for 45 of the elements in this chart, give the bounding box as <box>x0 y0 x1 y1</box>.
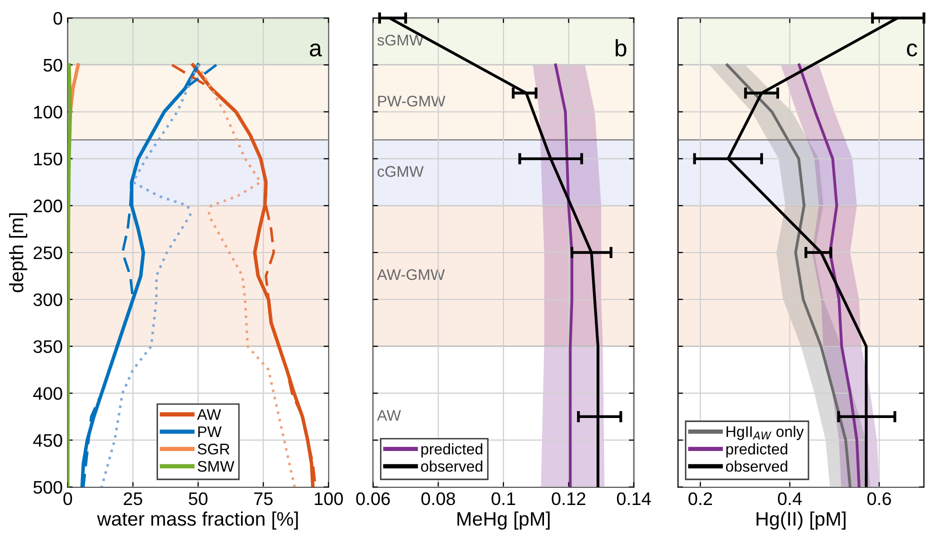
legend-label: predicted <box>726 443 788 458</box>
x-tick-label: 0.08 <box>421 492 456 506</box>
band-label: AW-GMW <box>377 269 445 280</box>
x-tick-label: 50 <box>188 492 208 506</box>
x-tick-label: 0.14 <box>616 492 651 506</box>
legend-label: PW <box>198 426 222 438</box>
x-tick-label: 0.4 <box>778 492 802 506</box>
y-tick-label: 0 <box>54 12 62 25</box>
y-tick-label: 450 <box>33 434 62 447</box>
x-axis-title: MeHg [pM] <box>457 511 550 530</box>
x-tick-label: 25 <box>124 492 142 506</box>
legend-label: SGR <box>198 444 230 454</box>
x-axis-title: water mass fraction [%] <box>97 511 298 530</box>
annotation: c <box>906 44 918 56</box>
x-tick-label: 0.6 <box>867 492 891 506</box>
x-tick-label: 0.2 <box>688 492 712 506</box>
legend-label: predicted <box>421 443 482 458</box>
y-tick-label: 250 <box>34 246 62 260</box>
band-label: AW <box>377 410 401 421</box>
y-tick-label: 300 <box>33 293 62 306</box>
band-label: sGMW <box>377 34 424 46</box>
y-tick-label: 350 <box>33 340 62 354</box>
x-tick-label: 0.12 <box>552 492 586 506</box>
x-tick-label: 0.1 <box>492 492 516 506</box>
y-tick-label: 150 <box>34 152 62 166</box>
y-tick-label: 200 <box>34 200 62 212</box>
y-tick-label: 100 <box>34 106 62 119</box>
x-axis-title: Hg(II) [pM] <box>756 511 846 530</box>
legend-label: observed <box>421 460 482 472</box>
annotation: b <box>616 39 626 56</box>
legend-label: SMW <box>198 460 234 472</box>
legend-label: AW <box>197 409 222 420</box>
y-tick-label: 500 <box>33 480 62 494</box>
legend-label: observed <box>726 460 788 472</box>
annotation: a <box>310 44 322 56</box>
x-tick-label: 0.06 <box>356 492 390 506</box>
legend-label: HgII$_{AW}$ only <box>726 426 804 440</box>
band-label: PW-GMW <box>378 96 446 107</box>
y-axis-title: depth [m] <box>9 213 28 292</box>
x-tick-label: 75 <box>254 492 273 506</box>
x-tick-label: 100 <box>314 492 343 506</box>
y-tick-label: 50 <box>44 58 62 72</box>
x-tick-label: 0 <box>63 492 72 506</box>
band-label: cGMW <box>378 166 424 177</box>
y-tick-label: 400 <box>33 387 62 400</box>
